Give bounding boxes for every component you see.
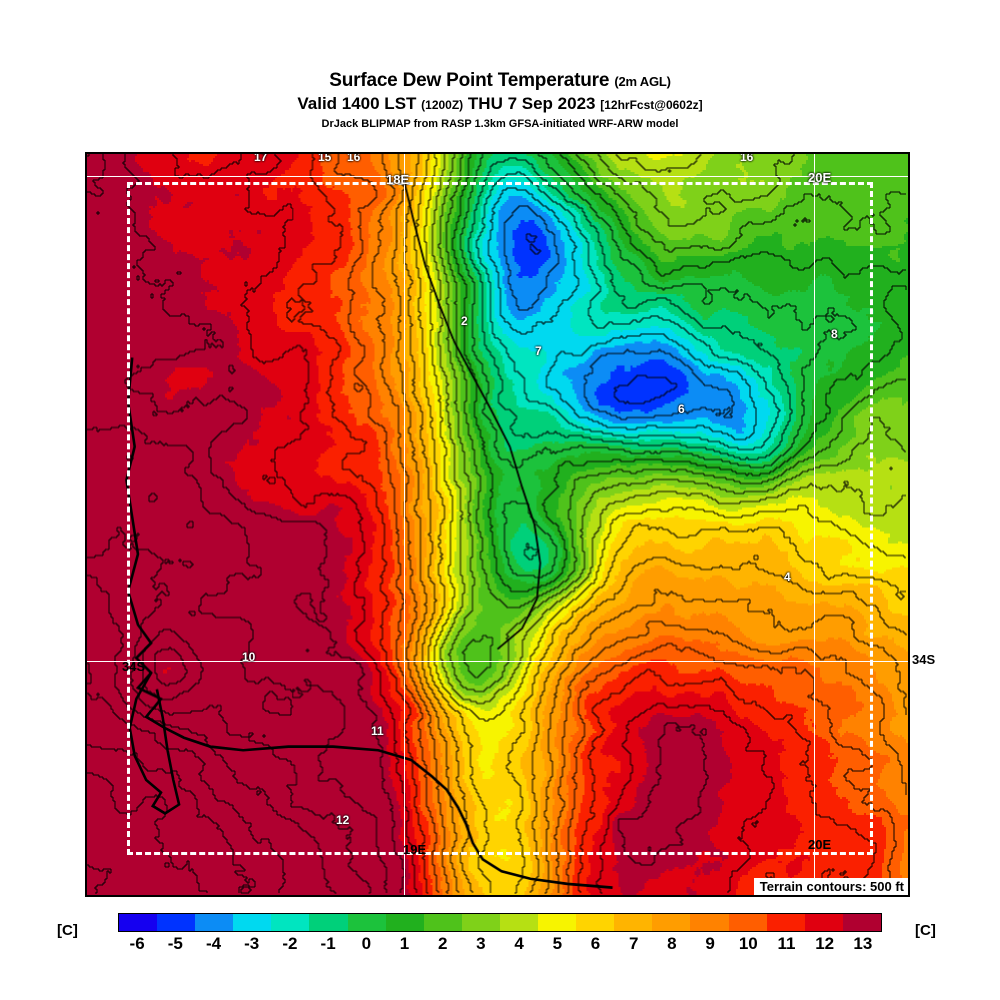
isopleth-label: 2 — [461, 314, 468, 328]
colorbar-tick: -4 — [205, 934, 222, 953]
colorbar-swatch — [347, 914, 386, 931]
colorbar-swatch — [842, 914, 881, 931]
colorbar-swatch — [576, 914, 615, 931]
colorbar-swatch — [271, 914, 310, 931]
valid-time-utc: (1200Z) — [421, 98, 464, 112]
title-valid-line: Valid 1400 LST (1200Z) THU 7 Sep 2023 [1… — [0, 93, 1000, 116]
page-title: Surface Dew Point Temperature (2m AGL) — [0, 70, 1000, 93]
forecast-hour: [12hrFcst@0602z] — [600, 98, 703, 112]
colorbar-tick: 8 — [667, 934, 677, 953]
colorbar-tick: -2 — [282, 934, 298, 953]
colorbar-swatch — [119, 914, 158, 931]
isopleth-label: 17 — [254, 152, 268, 164]
colorbar-tick-labels: -6 -5 -4 -3 -2 -1 0 1 2 3 4 5 6 7 8 9 10 11 12 13 — [118, 934, 882, 958]
graticule-label: 20E — [808, 837, 832, 852]
colorbar-tick: 0 — [361, 934, 372, 953]
title-main: Surface Dew Point Temperature — [329, 70, 610, 91]
graticule-label: 18E — [386, 172, 410, 187]
colorbar-tick: 1 — [399, 934, 410, 953]
colorbar-tick: 10 — [738, 934, 758, 953]
colorbar-tick: 13 — [853, 934, 873, 953]
colorbar-swatch — [385, 914, 424, 931]
isopleth-label: 12 — [336, 813, 350, 827]
colorbar-tick: 3 — [476, 934, 486, 953]
isopleth-label: 11 — [371, 724, 384, 738]
colorbar-swatches — [118, 913, 882, 932]
isopleth-label: 16 — [347, 152, 361, 164]
valid-date: THU 7 Sep 2023 — [467, 94, 596, 113]
graticule-label: 19E — [403, 842, 427, 857]
isopleth-label: 8 — [831, 327, 838, 341]
colorbar-swatch — [690, 914, 729, 931]
colorbar-swatch — [499, 914, 539, 931]
graticule-label: 34S — [122, 659, 146, 674]
graticule-label-34s-right: 34S — [912, 652, 936, 667]
isopleth-label: 7 — [535, 344, 542, 358]
map-panel[interactable]: 18E 20E 34S 19E 20E 17 15 16 16 2 7 6 8 4 10 11 12 Terra… — [85, 152, 910, 897]
terrain-contour-canvas — [87, 154, 908, 895]
colorbar-swatch — [195, 914, 234, 931]
colorbar-tick: 6 — [590, 934, 601, 953]
colorbar-tick: -1 — [320, 934, 336, 953]
valid-time: Valid 1400 LST — [297, 94, 417, 113]
colorbar-swatch — [728, 914, 767, 931]
title-model-source: DrJack BLIPMAP from RASP 1.3km GFSA-init… — [321, 118, 679, 130]
colorbar-tick: -3 — [244, 934, 260, 953]
title-main-sub: (2m AGL) — [614, 74, 671, 89]
terrain-contour-note: Terrain contours: 500 ft — [753, 878, 908, 895]
colorbar-swatch — [423, 914, 462, 931]
title-block: Surface Dew Point Temperature (2m AGL) V… — [0, 70, 1000, 132]
colorbar-panel: [C] [C] -6 -5 -4 -3 -2 -1 0 1 2 3 4 5 6 7 8 9 10 11 12 13 — [0, 908, 1000, 968]
colorbar-swatch — [766, 914, 805, 931]
colorbar-tick: 11 — [777, 934, 796, 953]
colorbar-tick: 5 — [552, 934, 563, 953]
colorbar-tick: 4 — [514, 934, 524, 953]
dewpoint-field-raster — [87, 154, 908, 895]
colorbar-swatch — [233, 914, 272, 931]
colorbar-tick: 2 — [437, 934, 448, 953]
isopleth-label: 16 — [740, 152, 754, 164]
colorbar-swatch — [538, 914, 577, 931]
colorbar-tick: 12 — [815, 934, 835, 953]
colorbar-tick: -5 — [167, 934, 183, 953]
colorbar-tick: -6 — [129, 934, 145, 953]
colorbar-swatch — [614, 914, 653, 931]
colorbar-swatch — [157, 914, 196, 931]
colorbar-swatch — [652, 914, 691, 931]
isopleth-label: 4 — [784, 570, 791, 584]
isopleth-label: 10 — [242, 650, 256, 664]
colorbar-swatch — [309, 914, 348, 931]
colorbar-swatch — [461, 914, 500, 931]
colorbar-tick: 7 — [628, 934, 639, 953]
colorbar-unit-left: [C] — [57, 922, 78, 939]
colorbar-unit-right: [C] — [915, 922, 936, 939]
colorbar-tick: 9 — [705, 934, 715, 953]
graticule-label: 20E — [808, 170, 832, 185]
isopleth-label: 6 — [678, 402, 685, 416]
colorbar-swatch — [804, 914, 843, 931]
isopleth-label: 15 — [318, 152, 332, 164]
